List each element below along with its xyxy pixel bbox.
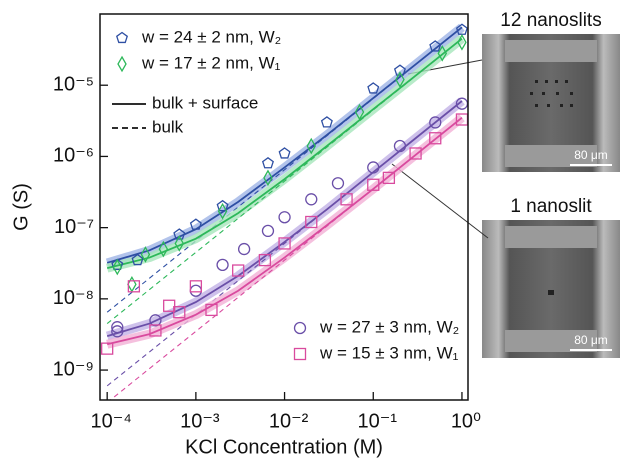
marker	[429, 132, 442, 145]
x-tick-label: 10⁻²	[269, 410, 309, 432]
bulk-line	[106, 100, 463, 387]
marker	[237, 242, 251, 256]
marker	[393, 64, 406, 76]
marker	[437, 45, 448, 62]
marker	[331, 177, 345, 190]
marker	[189, 284, 203, 297]
legend-label: w = 27 ± 3 nm, W₂	[319, 317, 459, 336]
fit-band	[106, 114, 465, 349]
marker	[217, 202, 228, 220]
legend-label: w = 15 ± 3 nm, W₁	[319, 343, 459, 362]
marker	[278, 147, 291, 159]
marker	[111, 321, 124, 334]
x-tick-label: 10⁻⁴	[90, 410, 131, 432]
marker	[189, 280, 203, 293]
y-tick-label: 10⁻⁷	[54, 216, 94, 238]
y-tick-label: 10⁻⁶	[53, 145, 94, 167]
marker	[131, 253, 144, 266]
marker	[429, 116, 442, 129]
marker	[232, 264, 245, 277]
scale-label: 80 μm	[574, 148, 608, 162]
marker	[457, 34, 467, 51]
bulk-line	[106, 26, 463, 313]
legend-marker	[117, 55, 127, 73]
y-tick-label: 10⁻⁵	[53, 73, 94, 95]
legend-marker	[293, 321, 307, 335]
legend-marker	[116, 31, 128, 44]
y-tick-label: 10⁻⁸	[53, 287, 94, 309]
legend-label: bulk + surface	[152, 93, 258, 112]
x-tick-label: 10⁻³	[180, 410, 220, 432]
marker	[305, 215, 318, 229]
marker	[367, 82, 380, 94]
sem-image	[482, 34, 620, 172]
marker	[149, 314, 162, 327]
marker	[305, 193, 318, 206]
connector	[391, 163, 489, 239]
marker	[278, 211, 291, 224]
legend-marker	[293, 347, 307, 361]
legend-label: w = 17 ± 2 nm, W₁	[141, 53, 281, 72]
fit-line	[106, 116, 463, 346]
fit-line	[106, 100, 463, 337]
marker	[127, 276, 137, 293]
fit-line	[106, 37, 463, 270]
marker	[320, 116, 333, 128]
bulk-line	[109, 117, 463, 400]
marker	[258, 253, 272, 267]
scale-label: 80 μm	[574, 333, 608, 347]
image-title: 1 nanoslit	[510, 196, 592, 217]
marker	[140, 246, 151, 263]
marker	[216, 199, 229, 212]
x-tick-label: 10⁰	[451, 410, 481, 432]
marker	[101, 342, 114, 355]
marker	[278, 237, 291, 250]
marker	[395, 71, 405, 88]
image-title: 12 nanoslits	[500, 10, 601, 31]
marker	[174, 235, 185, 252]
marker	[409, 147, 422, 160]
legend-label: bulk	[152, 117, 184, 136]
sem-image	[482, 220, 620, 358]
axes: 10⁻⁴ 10⁻³ 10⁻² 10⁻¹ 10⁰ 10⁻⁹ 10⁻⁸ 10⁻⁷ 10⁻⁶ 10⁻⁵	[53, 73, 481, 432]
marker	[127, 280, 141, 293]
marker	[340, 193, 353, 206]
marker	[263, 169, 273, 187]
marker	[354, 103, 365, 121]
marker	[261, 157, 274, 169]
x-tick-label: 10⁻¹	[358, 410, 398, 432]
y-axis-title: G (S)	[10, 183, 32, 231]
legend: bulk + surface bulk w = 24 ± 2 nm, W₂ w =…	[112, 27, 459, 362]
marker	[173, 228, 186, 240]
marker	[112, 258, 123, 276]
marker	[261, 224, 275, 238]
y-tick-label: 10⁻⁹	[53, 358, 94, 380]
marker	[173, 306, 186, 319]
legend-label: w = 24 ± 2 nm, W₂	[141, 27, 281, 46]
marker	[111, 325, 124, 338]
plot-area	[101, 23, 468, 400]
marker	[163, 299, 176, 312]
marker	[367, 161, 380, 174]
marker	[382, 171, 396, 185]
marker	[205, 303, 218, 317]
marker	[189, 218, 202, 230]
bulk-line	[106, 38, 463, 324]
x-axis-title: KCl Concentration (M)	[185, 436, 383, 458]
marker	[306, 137, 317, 155]
marker	[367, 178, 380, 191]
marker	[216, 258, 229, 272]
marker	[111, 258, 124, 270]
marker	[393, 139, 407, 153]
marker	[158, 240, 169, 258]
marker	[149, 324, 162, 337]
marker	[429, 40, 442, 52]
